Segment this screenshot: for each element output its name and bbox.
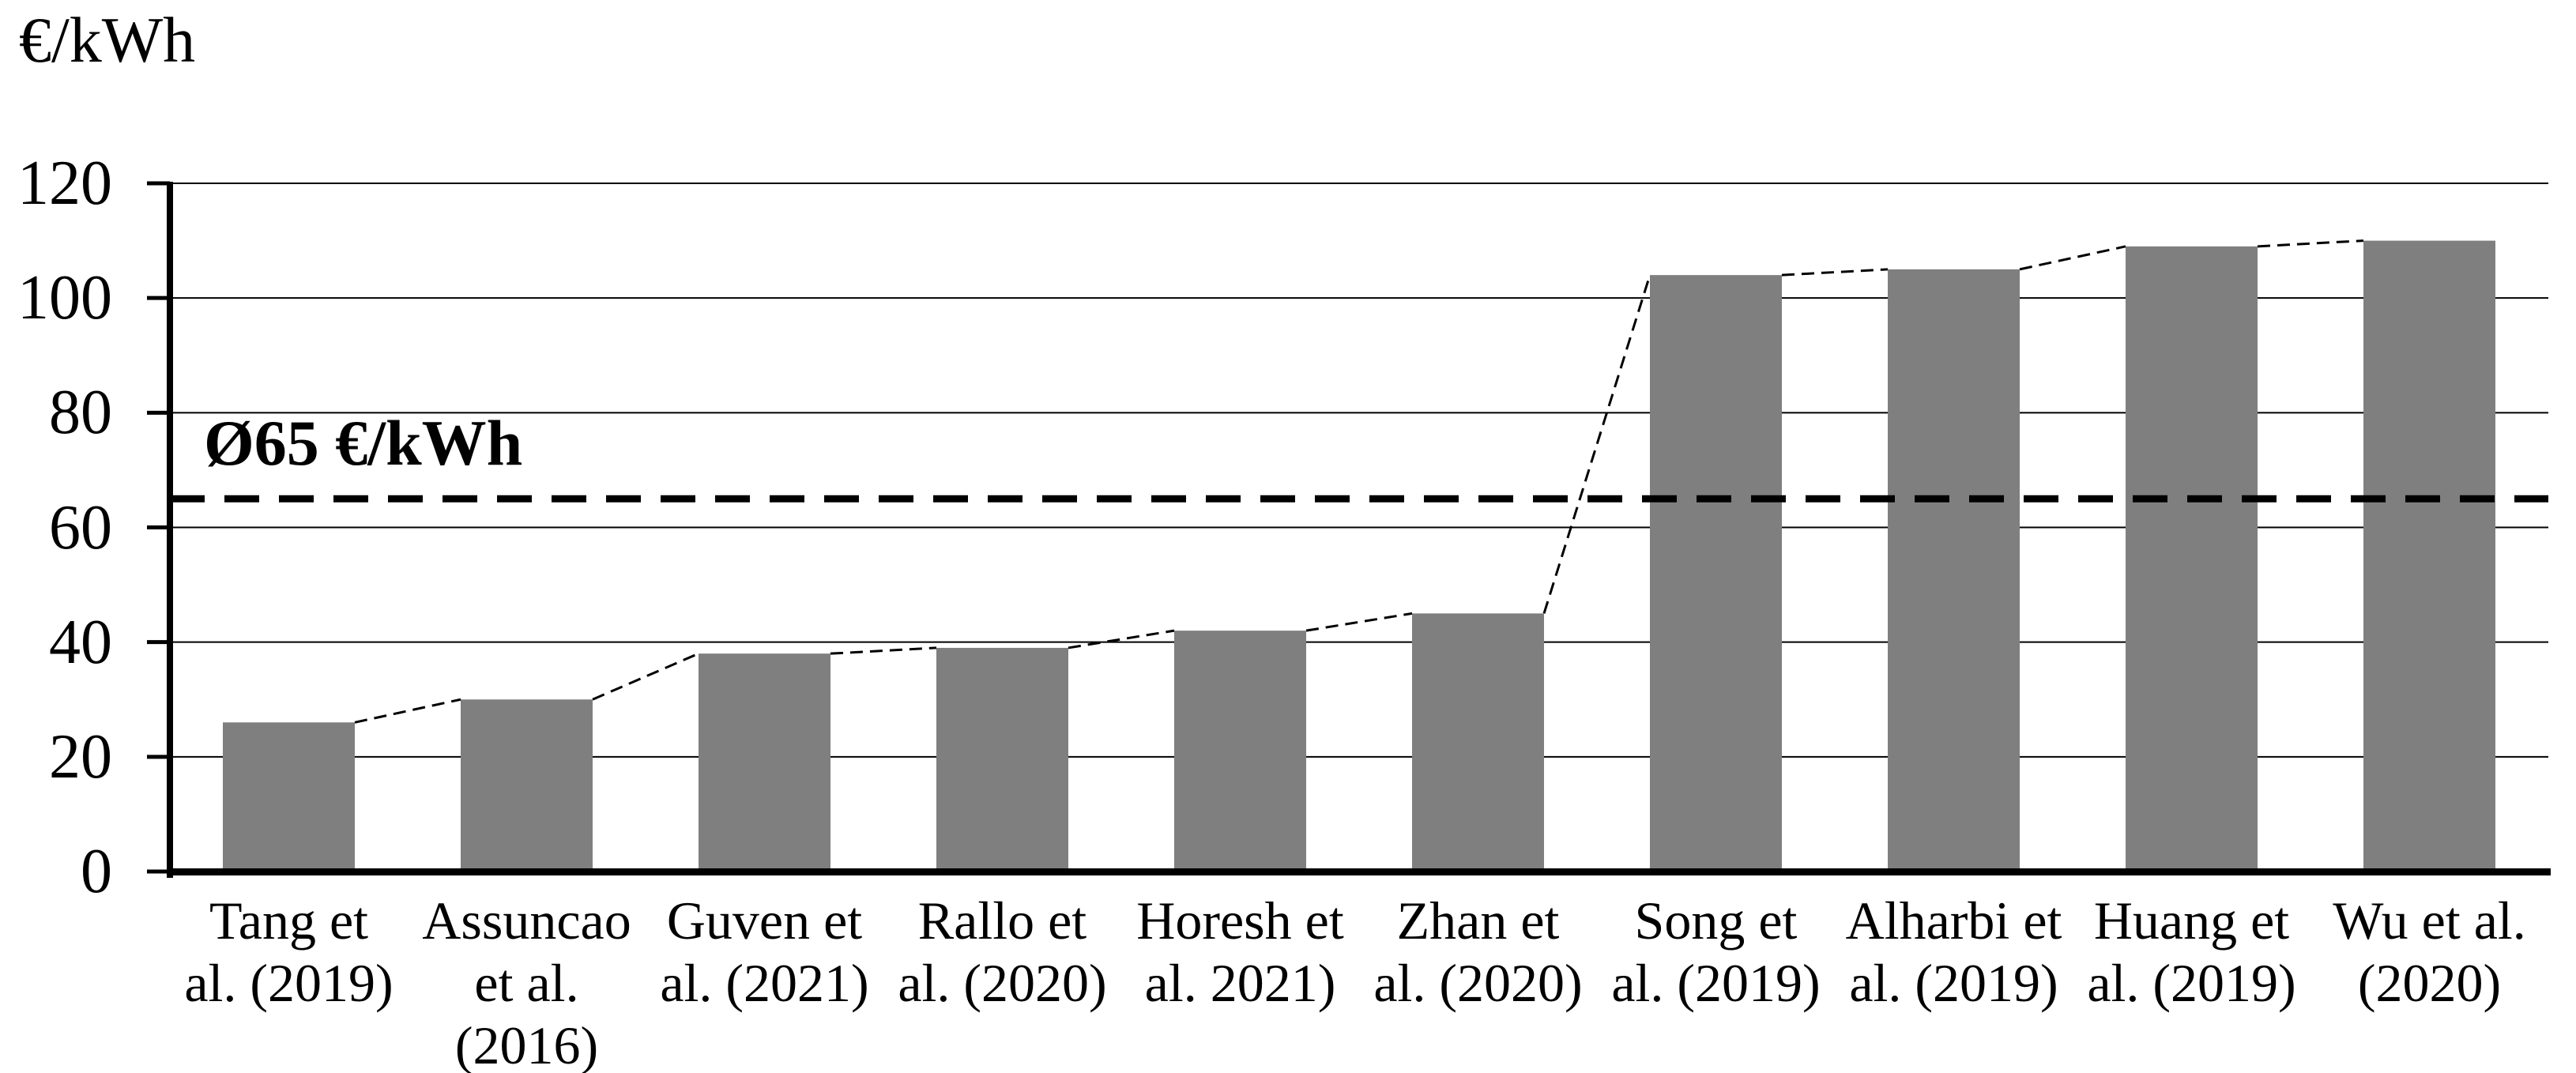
- x-category-label-8: Alharbi et al. (2019): [1820, 890, 2088, 1015]
- x-category-label-4: Rallo et al. (2020): [868, 890, 1137, 1015]
- connector-segment-9: [2257, 239, 2364, 248]
- x-category-label-6: Zhan et al. (2020): [1344, 890, 1613, 1015]
- x-category-label-line: Alharbi et: [1845, 890, 2062, 951]
- x-category-label-line: Horesh et: [1136, 890, 1344, 951]
- x-category-label-10: Wu et al. (2020): [2295, 890, 2564, 1015]
- y-axis-line: [167, 182, 173, 878]
- connector-segment-8: [2019, 245, 2126, 271]
- connector-segment-6: [1542, 274, 1651, 614]
- x-category-label-5: Horesh et al. 2021): [1106, 890, 1375, 1015]
- y-tick-label-80: 80: [49, 378, 112, 448]
- x-category-label-line: Zhan et: [1396, 890, 1560, 951]
- mean-line-label: Ø65 €/kWh: [204, 407, 523, 479]
- x-category-label-line: al. (2019): [2087, 953, 2296, 1013]
- x-category-label-line: et al.: [474, 953, 579, 1013]
- bar-5: [1174, 631, 1306, 872]
- x-category-label-line: al. (2019): [1849, 953, 2058, 1013]
- y-tick-label-20: 20: [49, 721, 112, 792]
- bar-7: [1650, 275, 1782, 872]
- x-axis-line: [167, 868, 2551, 875]
- x-category-label-line: Wu et al.: [2333, 890, 2526, 951]
- bar-4: [936, 647, 1068, 872]
- y-tick-label-0: 0: [81, 837, 112, 906]
- x-category-label-line: Song et: [1634, 890, 1798, 951]
- bar-9: [2126, 246, 2258, 872]
- y-axis-unit-label: €/kWh: [19, 4, 196, 76]
- x-category-label-line: (2020): [2357, 953, 2502, 1013]
- bar-10: [2363, 240, 2495, 872]
- connector-segment-3: [830, 646, 937, 655]
- x-category-label-line: al. (2021): [660, 953, 869, 1013]
- x-category-label-line: al. (2020): [1373, 953, 1583, 1013]
- connector-segment-5: [1305, 612, 1413, 632]
- connector-segment-1: [354, 698, 461, 724]
- x-category-label-line: Huang et: [2093, 890, 2290, 951]
- x-category-label-1: Tang et al. (2019): [155, 890, 424, 1015]
- connector-segment-4: [1068, 629, 1175, 649]
- y-tick-label-100: 100: [17, 263, 112, 333]
- bar-6: [1412, 613, 1544, 872]
- x-category-label-line: al. (2020): [898, 953, 1107, 1013]
- y-tick-label-60: 60: [49, 492, 112, 563]
- x-category-label-2: Assuncao et al. (2016): [393, 890, 661, 1073]
- x-category-label-line: al. (2019): [1611, 953, 1821, 1013]
- x-category-label-line: Guven et: [666, 890, 863, 951]
- y-tick-label-120: 120: [17, 149, 112, 218]
- x-category-label-line: al. 2021): [1144, 953, 1336, 1013]
- bar-8: [1888, 269, 2020, 872]
- x-category-label-line: Rallo et: [917, 890, 1087, 951]
- bar-3: [699, 653, 830, 872]
- x-category-label-line: Tang et: [209, 890, 369, 951]
- connector-segment-7: [1781, 268, 1889, 277]
- x-category-label-line: (2016): [454, 1015, 599, 1073]
- x-category-label-line: al. (2019): [184, 953, 394, 1013]
- y-tick-label-40: 40: [49, 607, 112, 677]
- x-category-label-line: Assuncao: [422, 890, 631, 951]
- connector-segment-2: [592, 652, 699, 701]
- bar-1: [223, 722, 355, 872]
- x-category-label-3: Guven et al. (2021): [631, 890, 899, 1015]
- x-category-label-9: Huang et al. (2019): [2058, 890, 2326, 1015]
- bar-2: [461, 699, 593, 872]
- x-category-label-7: Song et al. (2019): [1582, 890, 1851, 1015]
